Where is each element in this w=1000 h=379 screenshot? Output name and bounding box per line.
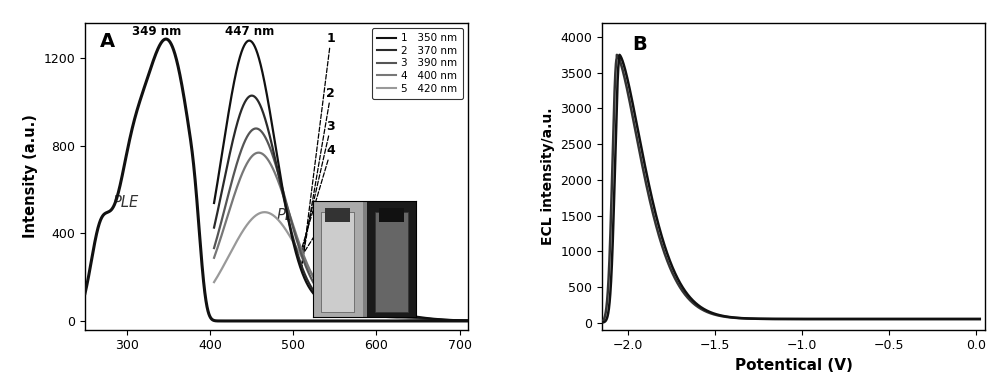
Y-axis label: Intensity (a.u.): Intensity (a.u.) bbox=[23, 114, 38, 238]
Text: 4: 4 bbox=[302, 144, 335, 247]
Y-axis label: ECL intensity/a.u.: ECL intensity/a.u. bbox=[541, 108, 555, 245]
X-axis label: Potentical (V): Potentical (V) bbox=[735, 358, 852, 373]
Text: 2: 2 bbox=[302, 87, 335, 263]
Text: A: A bbox=[100, 32, 115, 51]
Text: PL: PL bbox=[276, 208, 293, 223]
Text: 5: 5 bbox=[303, 204, 335, 254]
Text: 349 nm: 349 nm bbox=[132, 25, 182, 38]
Text: B: B bbox=[633, 35, 647, 54]
Text: 447 nm: 447 nm bbox=[225, 25, 274, 38]
Text: 1: 1 bbox=[302, 33, 335, 268]
Text: 3: 3 bbox=[302, 120, 335, 252]
Legend: 1   350 nm, 2   370 nm, 3   390 nm, 4   400 nm, 5   420 nm: 1 350 nm, 2 370 nm, 3 390 nm, 4 400 nm, … bbox=[372, 28, 463, 99]
Text: PLE: PLE bbox=[112, 195, 139, 210]
